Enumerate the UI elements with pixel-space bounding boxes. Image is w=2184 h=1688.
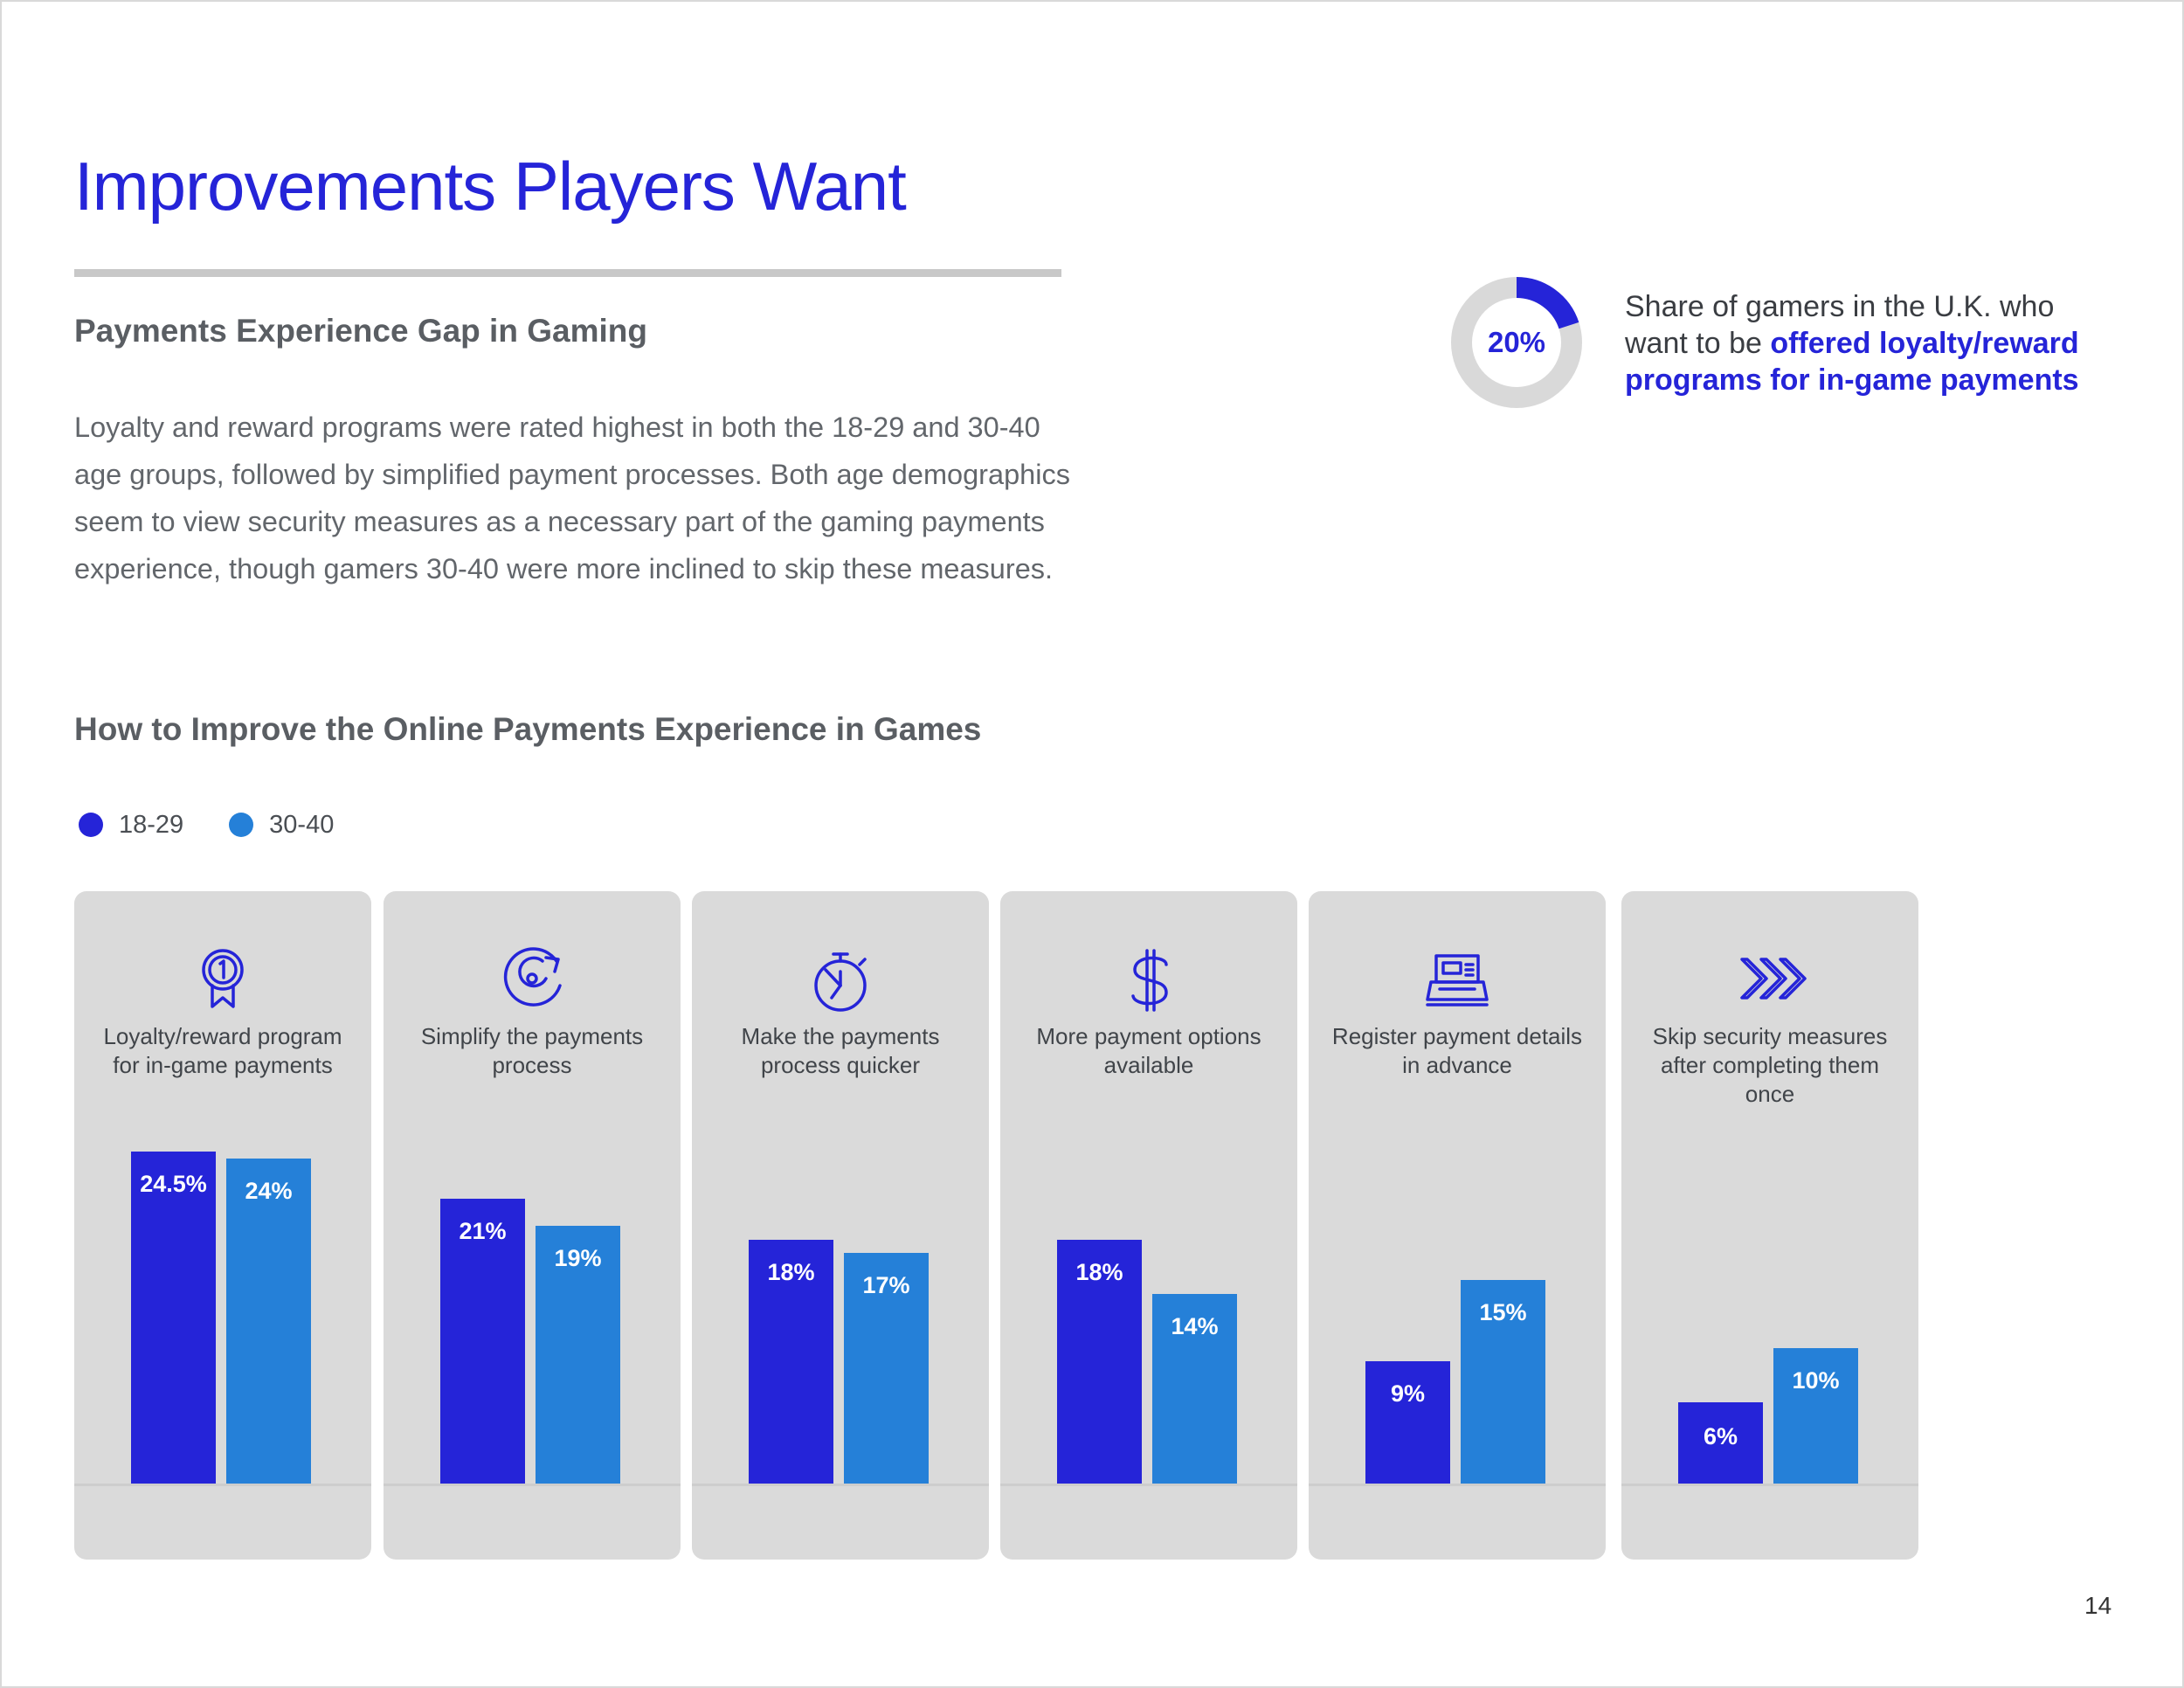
bar-value-label: 9% — [1390, 1380, 1426, 1407]
legend-swatch-18-29 — [79, 813, 103, 837]
donut-value: 20% — [1487, 326, 1546, 358]
category-panel: Loyalty/reward program for in-game payme… — [74, 891, 371, 1560]
stat-description-highlight: offered loyalty/reward programs for in-g… — [1625, 327, 2079, 397]
page-title: Improvements Players Want — [74, 148, 907, 225]
bar-18-29 — [440, 1199, 525, 1484]
panel-baseline — [1000, 1484, 1297, 1486]
category-panel: Simplify the payments process 21% 19% — [384, 891, 681, 1560]
category-label: Skip security measures after completing … — [1652, 1023, 1888, 1107]
bar-18-29 — [749, 1240, 833, 1484]
bar-30-40 — [1461, 1280, 1545, 1484]
category-label: Simplify the payments process — [420, 1023, 644, 1078]
bar-value-label: 24% — [245, 1178, 293, 1204]
category-panel: Make the payments process quicker 18% 17% — [692, 891, 989, 1560]
bar-value-label: 14% — [1171, 1313, 1219, 1339]
category-label: Loyalty/reward program for in-game payme… — [103, 1023, 342, 1078]
panel-baseline — [1621, 1484, 1918, 1486]
panel-baseline — [692, 1484, 989, 1486]
bar-30-40 — [536, 1226, 620, 1484]
category-label: Make the payments process quicker — [741, 1023, 940, 1078]
bar-18-29 — [1678, 1402, 1763, 1484]
panel-baseline — [1309, 1484, 1606, 1486]
bar-value-label: 6% — [1703, 1423, 1738, 1449]
bar-30-40 — [1773, 1348, 1858, 1484]
legend-item-30-40: 30-40 — [229, 811, 334, 840]
bar-18-29 — [131, 1152, 216, 1484]
bar-value-label: 15% — [1479, 1299, 1527, 1325]
bar-value-label: 24.5% — [140, 1171, 207, 1197]
panel-baseline — [384, 1484, 681, 1486]
body-paragraph: Loyalty and reward programs were rated h… — [74, 412, 1070, 585]
bar-18-29 — [1365, 1361, 1450, 1484]
category-label: More payment options available — [1036, 1023, 1261, 1078]
stopwatch-icon — [814, 952, 867, 1012]
bar-value-label: 18% — [1075, 1259, 1123, 1285]
bar-value-label: 21% — [459, 1218, 507, 1244]
bar-30-40 — [1152, 1294, 1237, 1484]
category-label: Register payment details in advance — [1331, 1023, 1583, 1078]
chart-title: How to Improve the Online Payments Exper… — [74, 711, 982, 747]
bar-value-label: 10% — [1792, 1367, 1840, 1394]
stat-description-text: Share of gamers in the U.K. who want to … — [1625, 290, 2055, 360]
bar-value-label: 17% — [862, 1272, 910, 1298]
bar-30-40 — [226, 1159, 311, 1484]
panel-baseline — [74, 1484, 371, 1486]
refresh-cycle-icon — [503, 947, 562, 1007]
dollar-sign-icon — [1131, 949, 1168, 1012]
chart-legend: 18-29 30-40 — [79, 807, 379, 842]
category-panel: More payment options available 18% 14% — [1000, 891, 1297, 1560]
category-panel: Skip security measures after completing … — [1621, 891, 1918, 1560]
bar-18-29 — [1057, 1240, 1142, 1484]
legend-label-18-29: 18-29 — [119, 810, 184, 839]
page-number: 14 — [2084, 1592, 2112, 1619]
donut-fill — [1451, 277, 1582, 408]
legend-label-30-40: 30-40 — [269, 810, 335, 839]
bar-value-label: 18% — [767, 1259, 815, 1285]
legend-swatch-30-40 — [229, 813, 254, 837]
bar-value-label: 19% — [554, 1245, 602, 1271]
award-ribbon-icon — [202, 949, 244, 1008]
section-subtitle: Payments Experience Gap in Gaming — [74, 313, 647, 349]
title-divider — [74, 269, 1061, 277]
stat-donut — [1451, 277, 1582, 408]
bar-30-40 — [844, 1253, 929, 1484]
legend-item-18-29: 18-29 — [79, 811, 183, 840]
cash-register-icon — [1426, 954, 1489, 1007]
stat-description: Share of gamers in the U.K. who want to … — [1625, 288, 2114, 398]
category-panel: Register payment details in advance 9% 15% — [1309, 891, 1606, 1560]
chevrons-right-icon — [1740, 958, 1807, 1000]
